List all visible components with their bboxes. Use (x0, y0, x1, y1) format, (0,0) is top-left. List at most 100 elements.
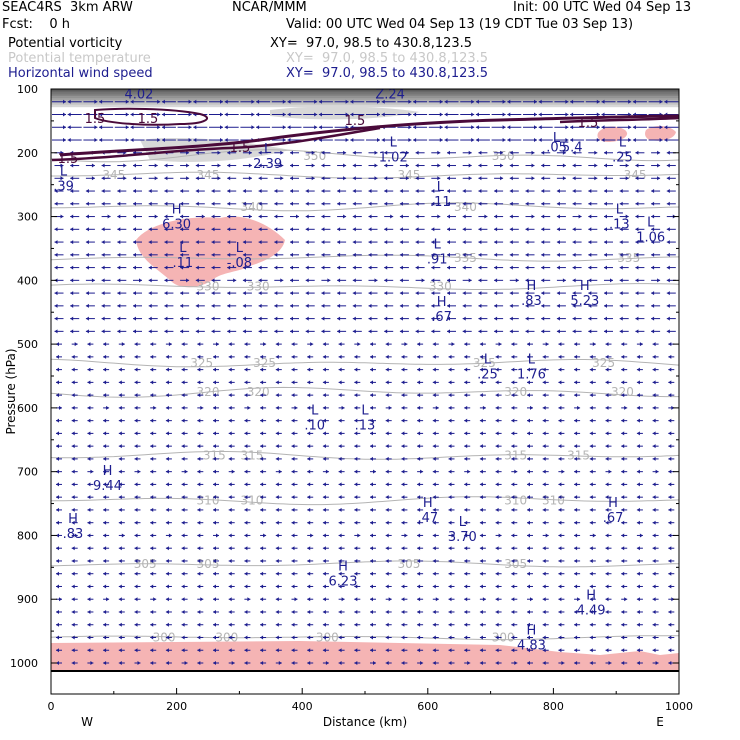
wind-arrowhead (354, 456, 358, 461)
wind-arrowhead (195, 150, 199, 155)
wind-arrowhead (432, 584, 436, 589)
wind-arrowhead (431, 303, 435, 308)
wind-arrowhead (464, 546, 468, 551)
wind-arrowhead (305, 265, 309, 270)
wind-arrowhead (604, 240, 607, 245)
wind-arrowhead (258, 201, 262, 206)
wind-arrowhead (542, 456, 546, 461)
wind-arrowhead (479, 495, 483, 500)
wind-arrowhead (134, 609, 138, 614)
wind-arrowhead (531, 214, 535, 219)
wind-arrowhead (87, 533, 91, 538)
wind-arrowhead (154, 163, 158, 168)
theta-contour-label: 340 (241, 200, 264, 214)
wind-arrowhead (385, 661, 389, 665)
wind-arrowhead (558, 431, 562, 436)
wind-arrowhead (401, 482, 405, 487)
wind-arrowhead (54, 189, 58, 194)
wind-arrowhead (556, 303, 560, 308)
wind-arrowhead (91, 278, 95, 283)
wind-arrowhead (447, 214, 450, 219)
legend-theta-name: Potential temperature (8, 51, 151, 66)
wind-arrowhead (287, 112, 291, 117)
wind-arrowhead (101, 189, 105, 194)
extremum-value: .13 (355, 418, 376, 433)
wind-arrowhead (666, 227, 670, 232)
wind-arrowhead (291, 609, 295, 614)
wind-arrowhead (244, 571, 248, 576)
wind-arrowhead (290, 189, 293, 194)
wind-arrowhead (71, 431, 75, 436)
x-tick-label: 200 (166, 700, 187, 713)
wind-arrowhead (291, 546, 295, 551)
wind-arrowhead (399, 201, 403, 206)
wind-arrowhead (509, 227, 513, 232)
wind-arrowhead (256, 99, 260, 104)
wind-arrowhead (201, 214, 205, 219)
wind-arrowhead (228, 507, 232, 512)
wind-arrowhead (213, 507, 216, 512)
wind-arrowhead (103, 609, 107, 614)
wind-arrowhead (150, 469, 154, 474)
wind-arrowhead (307, 635, 311, 640)
wind-arrowhead (601, 99, 605, 104)
theta-contour-label: 345 (398, 168, 421, 182)
wind-arrowhead (87, 456, 91, 461)
wind-arrowhead (509, 329, 513, 334)
wind-arrowhead (542, 482, 546, 487)
wind-arrowhead (150, 584, 154, 589)
wind-arrowhead (251, 125, 255, 130)
pv-contour-label: 1.5 (58, 152, 79, 167)
wind-arrowhead (619, 329, 623, 334)
wind-arrowhead (263, 533, 267, 538)
wind-arrowhead (431, 240, 435, 245)
wind-arrowhead (467, 469, 471, 474)
wind-arrowhead (352, 278, 356, 283)
wind-arrowhead (85, 303, 89, 308)
wind-arrowhead (527, 546, 530, 551)
wind-arrowhead (420, 661, 424, 665)
extremum-label: L (553, 131, 561, 146)
wind-arrowhead (572, 252, 576, 257)
wind-arrowhead (260, 635, 264, 640)
wind-arrowhead (290, 201, 293, 206)
wind-arrowhead (370, 507, 373, 512)
wind-arrowhead (541, 150, 545, 155)
wind-arrowhead (322, 558, 326, 563)
wind-arrowhead (228, 367, 232, 372)
wind-arrowhead (530, 405, 533, 410)
wind-arrowhead (150, 622, 154, 627)
wind-arrowhead (71, 597, 75, 602)
wind-arrowhead (307, 507, 311, 512)
wind-arrowhead (594, 150, 598, 155)
wind-arrowhead (260, 405, 264, 410)
wind-arrowhead (227, 240, 231, 245)
wind-arrowhead (588, 240, 592, 245)
wind-arrowhead (291, 469, 295, 474)
wind-arrowhead (636, 622, 640, 627)
wind-arrowhead (157, 125, 161, 130)
wind-arrowhead (448, 431, 452, 436)
wind-arrowhead (589, 405, 593, 410)
wind-arrowhead (56, 558, 59, 563)
wind-arrowhead (59, 405, 62, 410)
wind-arrowhead (417, 546, 421, 551)
wind-arrowhead (71, 546, 75, 551)
wind-arrowhead (130, 99, 134, 104)
wind-arrowhead (556, 189, 560, 194)
x-tick-label: 1000 (665, 700, 693, 713)
wind-arrowhead (475, 125, 479, 130)
wind-arrowhead (432, 342, 436, 347)
wind-arrowhead (666, 201, 670, 206)
wind-arrowhead (570, 138, 574, 143)
wind-arrowhead (377, 99, 380, 104)
wind-arrowhead (464, 405, 468, 410)
wind-arrowhead (668, 482, 672, 487)
wind-arrowhead (464, 609, 468, 614)
wind-arrowhead (251, 99, 255, 104)
wind-arrowhead (525, 252, 529, 257)
wind-arrowhead (399, 240, 403, 245)
wind-arrowhead (495, 354, 499, 359)
wind-arrowhead (509, 189, 513, 194)
wind-arrowhead (570, 112, 574, 117)
